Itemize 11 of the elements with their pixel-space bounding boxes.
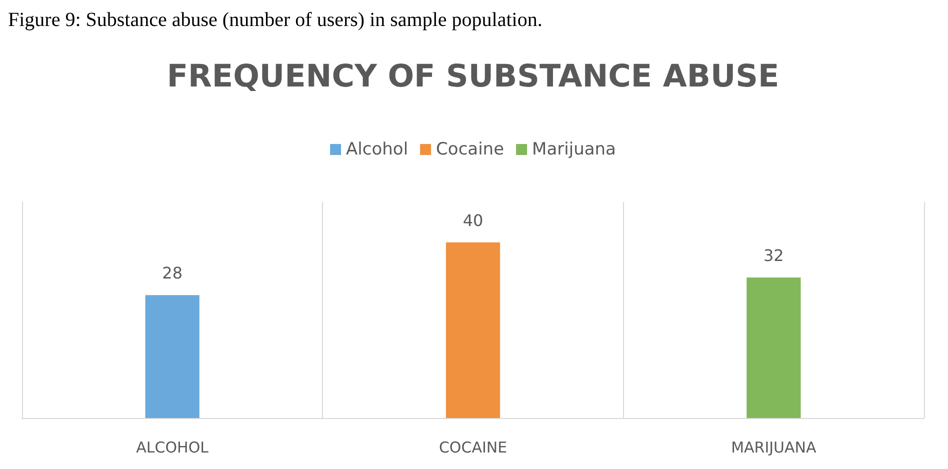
x-tick-label: COCAINE (438, 438, 508, 456)
caption: Figure 9: Substance abuse (number of users) in sample population. (8, 9, 542, 31)
x-tick-label: MARIJUANA (731, 438, 817, 456)
data-label: 32 (763, 246, 784, 266)
legend-label: Marijuana (532, 140, 616, 160)
legend-label: Cocaine (436, 140, 504, 160)
legend-label: Alcohol (346, 140, 408, 160)
data-label: 28 (162, 264, 183, 283)
data-label: 40 (462, 210, 484, 230)
x-tick-label: ALCOHOL (136, 438, 210, 456)
chart-title: FREQUENCY OF SUBSTANCE ABUSE (166, 58, 780, 94)
